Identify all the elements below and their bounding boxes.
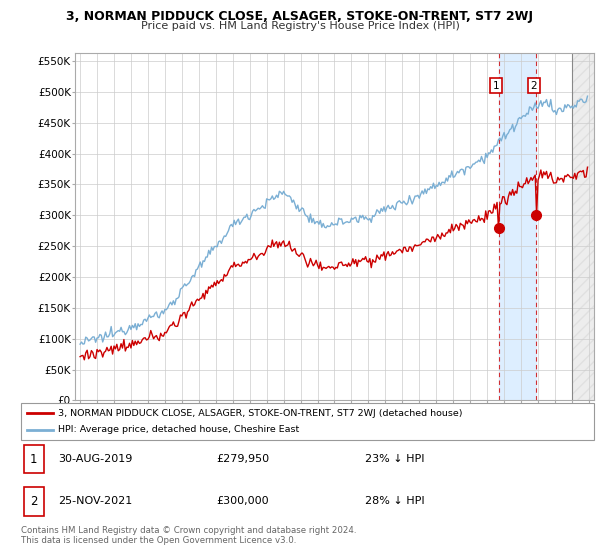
Text: This data is licensed under the Open Government Licence v3.0.: This data is licensed under the Open Gov… [21,536,296,545]
Text: £300,000: £300,000 [216,496,268,506]
Text: 28% ↓ HPI: 28% ↓ HPI [365,496,424,506]
Text: 1: 1 [493,81,499,91]
FancyBboxPatch shape [24,487,44,516]
Text: 3, NORMAN PIDDUCK CLOSE, ALSAGER, STOKE-ON-TRENT, ST7 2WJ: 3, NORMAN PIDDUCK CLOSE, ALSAGER, STOKE-… [67,10,533,23]
Text: 2: 2 [530,81,537,91]
Text: 1: 1 [30,452,38,465]
Text: Contains HM Land Registry data © Crown copyright and database right 2024.: Contains HM Land Registry data © Crown c… [21,526,356,535]
Bar [499,53,536,400]
Bar [572,53,598,400]
Bar [572,53,598,400]
Text: £279,950: £279,950 [216,454,269,464]
Text: HPI: Average price, detached house, Cheshire East: HPI: Average price, detached house, Ches… [58,425,299,434]
FancyBboxPatch shape [24,445,44,473]
Text: 2: 2 [30,495,38,508]
FancyBboxPatch shape [21,403,594,440]
Text: 30-AUG-2019: 30-AUG-2019 [58,454,133,464]
Text: 3, NORMAN PIDDUCK CLOSE, ALSAGER, STOKE-ON-TRENT, ST7 2WJ (detached house): 3, NORMAN PIDDUCK CLOSE, ALSAGER, STOKE-… [58,409,463,418]
Text: Price paid vs. HM Land Registry's House Price Index (HPI): Price paid vs. HM Land Registry's House … [140,21,460,31]
Text: 25-NOV-2021: 25-NOV-2021 [58,496,133,506]
Text: 23% ↓ HPI: 23% ↓ HPI [365,454,424,464]
